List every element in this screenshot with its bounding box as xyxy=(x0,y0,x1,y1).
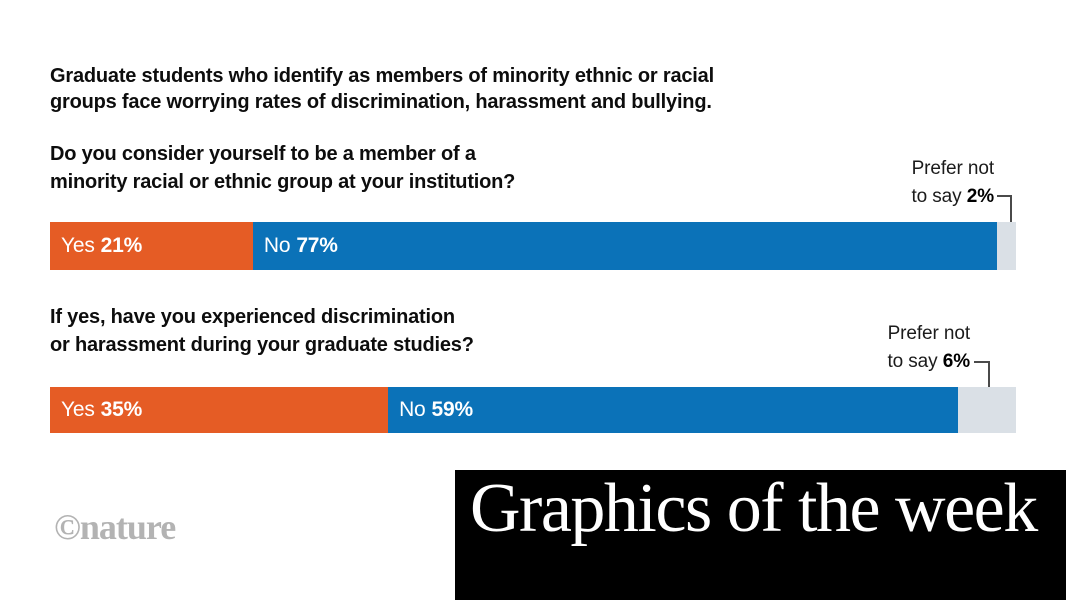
bar1-prefer-not-segment xyxy=(996,222,1016,270)
graphics-of-the-week-banner: Graphics of the week xyxy=(455,470,1066,600)
chart-title-line1: Graduate students who identify as member… xyxy=(50,65,714,87)
question-2-line2: or harassment during your graduate studi… xyxy=(50,334,474,356)
question-1: Do you consider yourself to be a member … xyxy=(50,140,515,196)
annotation-2-line2: to say 6% xyxy=(887,348,970,376)
bar1-yes-value: 21% xyxy=(100,234,143,257)
annotation-prefer-not-to-say-1: Prefer not to say 2% xyxy=(911,155,994,211)
question-1-line1: Do you consider yourself to be a member … xyxy=(50,143,476,165)
bar2-yes-label: Yes 35% xyxy=(50,398,142,422)
chart-title-line2: groups face worrying rates of discrimina… xyxy=(50,91,712,113)
stacked-bar-2: Yes 35% No 59% xyxy=(50,387,1016,433)
question-2: If yes, have you experienced discriminat… xyxy=(50,303,474,359)
bar1-no-segment: No 77% xyxy=(252,222,997,270)
stacked-bar-1: Yes 21% No 77% xyxy=(50,222,1016,270)
annotation-2-value: 6% xyxy=(942,351,970,372)
bar2-yes-value: 35% xyxy=(100,398,143,421)
annotation-connector-1 xyxy=(997,195,1012,224)
bar1-no-value: 77% xyxy=(296,234,338,257)
chart-title: Graduate students who identify as member… xyxy=(50,63,714,115)
annotation-1-text: to say xyxy=(911,186,962,207)
annotation-1-value: 2% xyxy=(966,186,994,207)
banner-title: Graphics of the week xyxy=(470,470,1038,547)
bar2-yes-segment: Yes 35% xyxy=(50,387,389,433)
bar1-yes-segment: Yes 21% xyxy=(50,222,253,270)
bar2-no-value: 59% xyxy=(431,398,474,421)
question-2-line1: If yes, have you experienced discriminat… xyxy=(50,306,455,328)
bar2-no-label: No 59% xyxy=(388,398,473,422)
bar2-no-segment: No 59% xyxy=(388,387,959,433)
bar1-no-category: No xyxy=(263,234,291,257)
annotation-1-line1: Prefer not xyxy=(911,158,995,179)
annotation-2-text: to say xyxy=(887,351,938,372)
bar1-yes-category: Yes xyxy=(61,234,95,257)
bar2-yes-category: Yes xyxy=(61,398,95,421)
question-1-line2: minority racial or ethnic group at your … xyxy=(50,171,516,193)
bar1-yes-label: Yes 21% xyxy=(50,234,142,258)
annotation-connector-2 xyxy=(974,361,990,389)
annotation-prefer-not-to-say-2: Prefer not to say 6% xyxy=(887,320,970,376)
bar2-prefer-not-segment xyxy=(958,387,1016,433)
bar1-no-label: No 77% xyxy=(253,234,338,258)
annotation-2-line1: Prefer not xyxy=(887,323,971,344)
annotation-1-line2: to say 2% xyxy=(911,183,994,211)
nature-logo: ©nature xyxy=(54,507,176,547)
bar2-no-category: No xyxy=(399,398,426,421)
